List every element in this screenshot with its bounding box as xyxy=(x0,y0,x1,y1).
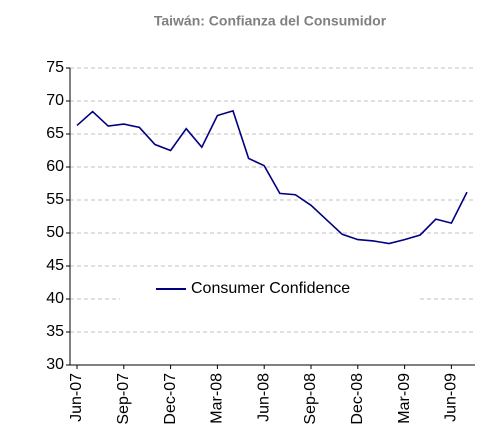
y-tick-label: 30 xyxy=(46,356,64,373)
y-tick-label: 40 xyxy=(46,290,64,307)
x-tick-label: Jun-08 xyxy=(255,373,272,422)
y-tick-label: 60 xyxy=(46,158,64,175)
y-tick-label: 35 xyxy=(46,323,64,340)
x-tick-label: Jun-07 xyxy=(68,373,85,422)
x-tick-label: Sep-08 xyxy=(302,373,319,425)
line xyxy=(76,109,468,245)
y-tick-label: 45 xyxy=(46,257,64,274)
x-tick-label: Sep-07 xyxy=(115,373,132,425)
chart-title: Taiwán: Confianza del Consumidor xyxy=(154,13,387,29)
y-tick-label: 55 xyxy=(46,191,64,208)
x-tick-label: Dec-08 xyxy=(349,373,366,425)
y-tick-label: 65 xyxy=(46,125,64,142)
legend-label: Consumer Confidence xyxy=(191,280,350,297)
y-tick-label: 75 xyxy=(46,59,64,76)
x-tick-label: Dec-07 xyxy=(162,373,179,425)
y-tick-label: 70 xyxy=(46,92,64,109)
y-tick-label: 50 xyxy=(46,224,64,241)
x-tick-label: Mar-08 xyxy=(209,373,226,424)
x-tick-label: Mar-09 xyxy=(396,373,413,424)
x-tick-label: Jun-09 xyxy=(443,373,460,422)
